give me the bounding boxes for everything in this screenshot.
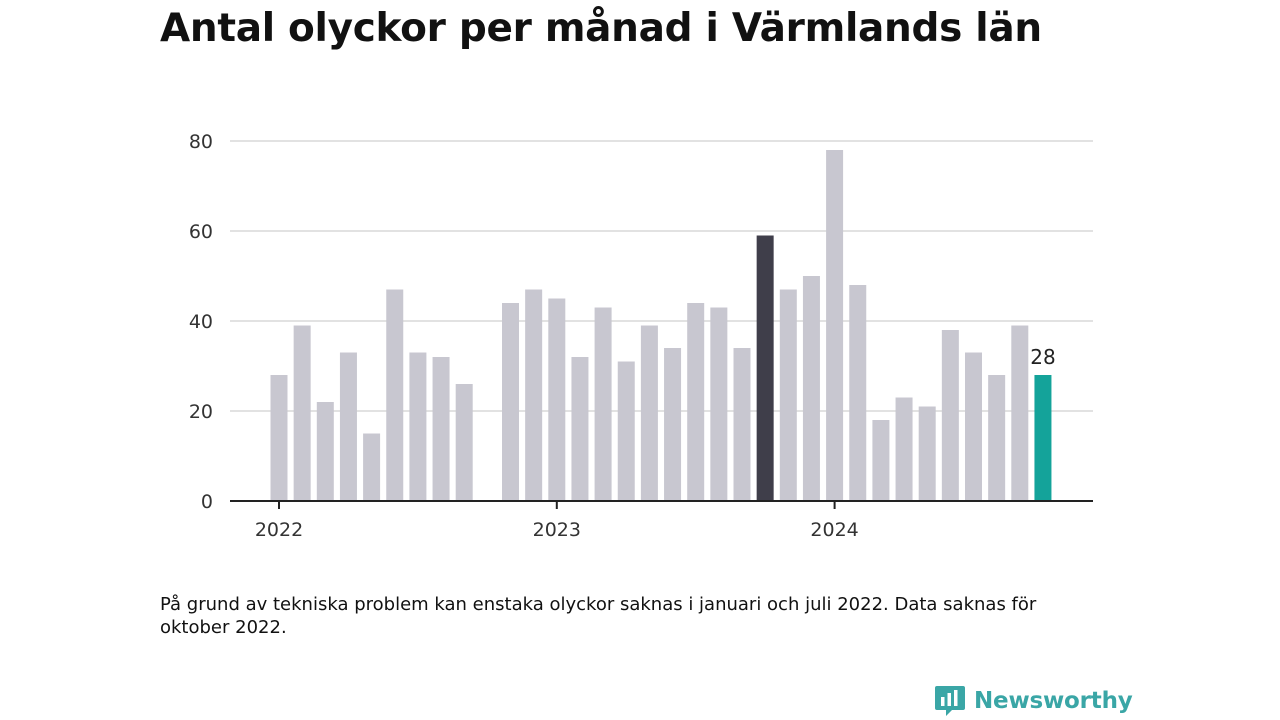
x-tick-label: 2022 bbox=[255, 519, 303, 541]
y-tick-label: 80 bbox=[189, 131, 213, 153]
bars bbox=[270, 150, 1052, 502]
bar-2022-02[interactable] bbox=[293, 325, 311, 502]
bar-2023-10[interactable] bbox=[756, 235, 774, 502]
newsworthy-logo-icon bbox=[935, 686, 965, 716]
bar-2024-06[interactable] bbox=[941, 330, 959, 501]
bar-2022-06[interactable] bbox=[386, 289, 404, 502]
bar-2022-11[interactable] bbox=[502, 303, 519, 501]
y-tick-label: 0 bbox=[201, 491, 213, 513]
data-label: 28 bbox=[1030, 345, 1055, 369]
bar-2023-06[interactable] bbox=[664, 348, 682, 501]
chart-title: Antal olyckor per månad i Värmlands län bbox=[160, 6, 1042, 51]
bar-2022-04[interactable] bbox=[339, 352, 357, 502]
brand-name: Newsworthy bbox=[974, 688, 1133, 714]
bar-2024-01[interactable] bbox=[826, 150, 844, 501]
bar-2023-02[interactable] bbox=[571, 357, 589, 501]
bar-2022-08[interactable] bbox=[432, 357, 450, 501]
x-tick-label: 2024 bbox=[810, 519, 858, 541]
x-tick-label: 2023 bbox=[533, 519, 581, 541]
y-tick-label: 40 bbox=[189, 311, 213, 333]
brand-logo[interactable]: Newsworthy bbox=[932, 684, 1133, 718]
gridlines bbox=[230, 140, 1093, 412]
bar-2024-03[interactable] bbox=[872, 420, 890, 501]
bar-2024-02[interactable] bbox=[849, 285, 867, 501]
bar-2022-07[interactable] bbox=[409, 352, 427, 502]
bar-2023-05[interactable] bbox=[640, 325, 658, 502]
bar-2024-10[interactable] bbox=[1034, 375, 1052, 501]
bar-2023-07[interactable] bbox=[687, 303, 705, 501]
bar-2022-03[interactable] bbox=[316, 402, 334, 501]
bar-2023-04[interactable] bbox=[617, 361, 635, 502]
y-tick-label: 60 bbox=[189, 221, 213, 243]
bar-2024-09[interactable] bbox=[1011, 325, 1029, 502]
bar-2023-11[interactable] bbox=[779, 289, 797, 502]
bar-2022-01[interactable] bbox=[270, 375, 288, 501]
bar-2022-05[interactable] bbox=[363, 433, 381, 502]
bar-2024-04[interactable] bbox=[895, 397, 913, 502]
bar-2023-03[interactable] bbox=[594, 307, 612, 502]
axes bbox=[230, 500, 1093, 509]
bar-2023-09[interactable] bbox=[733, 348, 751, 501]
bar-2022-09[interactable] bbox=[455, 384, 473, 501]
bar-2024-08[interactable] bbox=[988, 375, 1006, 501]
bar-2024-05[interactable] bbox=[918, 406, 936, 502]
footnote: På grund av tekniska problem kan enstaka… bbox=[160, 594, 1037, 638]
labels: 0 20 40 60 80 28 2022 2023 2024 bbox=[189, 131, 1056, 541]
bar-2023-08[interactable] bbox=[710, 307, 728, 502]
bar-chart: 0 20 40 60 80 28 2022 2023 2024 bbox=[189, 131, 1093, 541]
y-tick-label: 20 bbox=[189, 401, 213, 423]
bar-2022-12[interactable] bbox=[525, 289, 543, 502]
bar-2023-01[interactable] bbox=[548, 298, 566, 502]
bar-2023-12[interactable] bbox=[802, 276, 820, 501]
bar-2024-07[interactable] bbox=[965, 352, 982, 502]
